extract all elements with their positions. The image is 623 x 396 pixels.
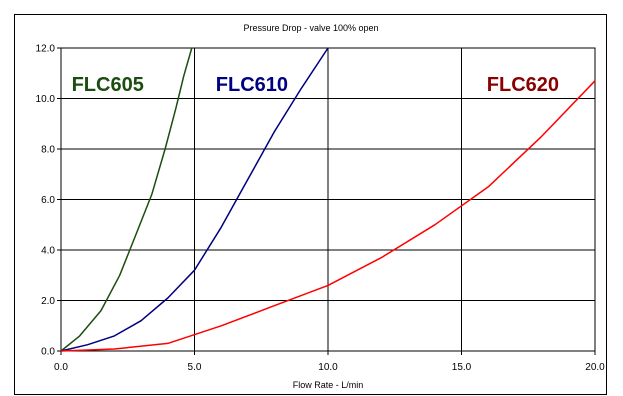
x-tick-label: 20.0 bbox=[585, 362, 605, 373]
x-axis-ticks: 0.0 5.0 10.0 15.0 20.0 bbox=[54, 351, 605, 373]
series-lines bbox=[60, 47, 596, 352]
y-tick-label: 0.0 bbox=[41, 347, 55, 358]
pressure-drop-chart: Pressure Drop - valve 100% open 0.0 2.0 4.… bbox=[36, 23, 606, 390]
x-tick-label: 0.0 bbox=[54, 362, 68, 373]
series-line-flc620 bbox=[60, 80, 596, 352]
x-axis-label: Flow Rate - L/min bbox=[293, 380, 364, 390]
y-axis-ticks: 0.0 2.0 4.0 6.0 8.0 10.0 12.0 bbox=[36, 44, 61, 358]
gridlines bbox=[61, 48, 595, 351]
y-tick-label: 8.0 bbox=[41, 145, 55, 156]
series-label-flc605: FLC605 bbox=[72, 74, 144, 96]
chart-frame: Pressure Drop - valve 100% open 0.0 2.0 4.… bbox=[14, 14, 607, 395]
series-label-flc620: FLC620 bbox=[487, 74, 559, 96]
series-line-flc605 bbox=[60, 47, 193, 352]
y-tick-label: 10.0 bbox=[36, 94, 56, 105]
x-tick-label: 5.0 bbox=[188, 362, 202, 373]
chart-title: Pressure Drop - valve 100% open bbox=[243, 23, 378, 33]
y-tick-label: 6.0 bbox=[41, 195, 55, 206]
series-line-flc610 bbox=[60, 47, 329, 352]
y-tick-label: 4.0 bbox=[41, 246, 55, 257]
x-tick-label: 10.0 bbox=[318, 362, 338, 373]
y-tick-label: 2.0 bbox=[41, 296, 55, 307]
series-label-flc610: FLC610 bbox=[216, 74, 288, 96]
x-tick-label: 15.0 bbox=[452, 362, 472, 373]
y-tick-label: 12.0 bbox=[36, 44, 56, 55]
series-labels: FLC605 FLC610 FLC620 bbox=[72, 74, 559, 96]
